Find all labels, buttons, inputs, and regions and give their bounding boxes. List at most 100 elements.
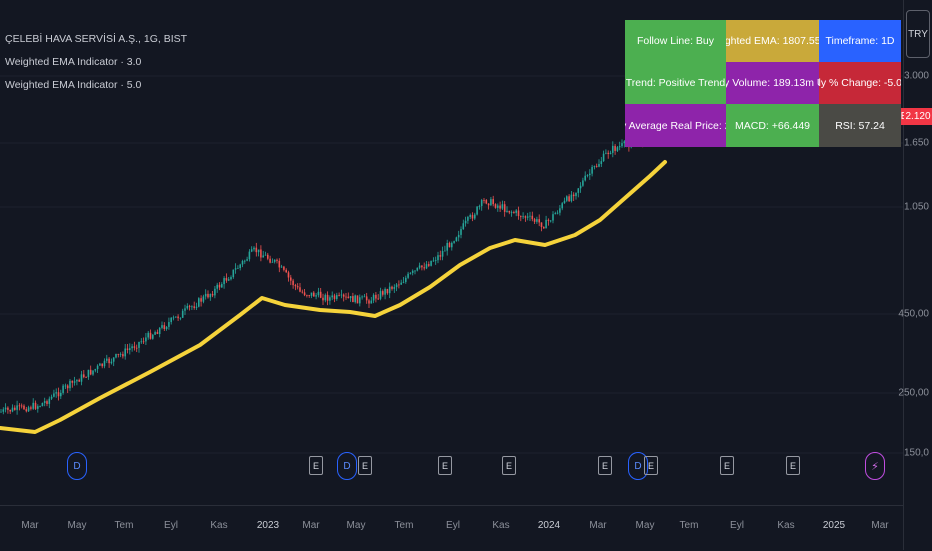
candle-body [517, 210, 520, 217]
candle-body [448, 242, 451, 248]
candle-body [101, 363, 103, 367]
candle-body [457, 234, 460, 238]
earnings-event-icon[interactable]: E [644, 456, 658, 475]
candle-body [492, 199, 494, 205]
time-label: Mar [871, 520, 889, 531]
candle-body [589, 173, 591, 176]
candle-body [138, 341, 140, 348]
indicator-dashboard: Follow Line: Buy Weighted EMA: 1807.5528… [625, 20, 901, 147]
dividend-event-icon[interactable]: D [67, 452, 87, 480]
candle-body [338, 295, 340, 296]
time-label: Tem [394, 520, 414, 531]
candle-body [186, 305, 189, 309]
candle-body [428, 264, 430, 266]
candle-body [432, 260, 435, 262]
candle-body [172, 317, 175, 319]
candle-body [623, 141, 626, 144]
earnings-event-icon[interactable]: E [786, 456, 800, 475]
indicator-legend-1[interactable]: Weighted EMA Indicator · 3.0 [5, 56, 142, 68]
candle-body [46, 401, 48, 404]
candle-body [336, 295, 338, 299]
candle-body [418, 265, 421, 268]
candle-body [214, 288, 216, 296]
candle-body [570, 194, 573, 202]
candle-body [154, 332, 156, 335]
candle-body [14, 407, 16, 410]
candle-body [577, 188, 580, 193]
earnings-event-icon[interactable]: E [720, 456, 734, 475]
candle-body [87, 369, 90, 378]
candle-body [106, 358, 108, 361]
candle-body [244, 260, 246, 262]
candle-body [612, 145, 614, 153]
candle-body [395, 284, 398, 288]
candle-body [503, 204, 506, 212]
candle-body [531, 215, 534, 220]
candle-body [142, 341, 145, 343]
candle-body [609, 152, 612, 154]
candle-body [368, 300, 370, 304]
candle-body [586, 175, 589, 176]
candle-body [301, 291, 304, 293]
candle-body [216, 284, 218, 289]
price-axis[interactable]: 3.000 1.650 1.050 450,00 250,00 150,0 [898, 0, 932, 550]
earnings-event-icon[interactable]: E [438, 456, 452, 475]
candle-body [20, 405, 23, 407]
candle-body [188, 305, 191, 307]
candle-body [69, 380, 71, 389]
candle-body [108, 358, 110, 364]
candle-body [248, 251, 251, 260]
candle-body [347, 296, 350, 299]
earnings-event-icon[interactable]: E [598, 456, 612, 475]
candle-body [117, 353, 120, 355]
candle-body [391, 286, 393, 289]
indicator-legend-2[interactable]: Weighted EMA Indicator · 5.0 [5, 79, 142, 91]
candle-body [64, 385, 67, 387]
symbol-title[interactable]: ÇELEBİ HAVA SERVİSİ A.Ş., 1G, BIST [5, 33, 188, 45]
candle-body [540, 222, 543, 228]
candle-body [257, 249, 260, 253]
candle-body [485, 200, 488, 204]
candle-body [198, 298, 200, 307]
candle-body [384, 288, 386, 295]
earnings-event-icon[interactable]: E [502, 456, 516, 475]
earnings-event-icon[interactable]: E [358, 456, 372, 475]
dashboard-cell-follow-line: Follow Line: Buy [625, 20, 726, 62]
candle-body [575, 192, 577, 197]
candle-body [290, 277, 292, 281]
candle-body [370, 300, 373, 304]
time-label: Tem [679, 520, 699, 531]
candle-body [16, 405, 18, 410]
time-label-year: 2023 [256, 520, 280, 531]
candle-body [4, 407, 7, 410]
earnings-event-icon[interactable]: E [309, 456, 323, 475]
candle-body [294, 285, 297, 287]
candle-body [480, 200, 483, 207]
candle-body [232, 269, 235, 278]
dividend-event-icon[interactable]: D [628, 452, 648, 480]
time-axis[interactable]: Mar May Tem Eyl Kas 2023 Mar May Tem Eyl… [0, 505, 903, 551]
time-label: Mar [589, 520, 607, 531]
time-label: Eyl [730, 520, 744, 531]
candle-body [444, 250, 446, 252]
candle-body [227, 279, 230, 281]
candle-body [85, 377, 87, 378]
candle-body [497, 205, 499, 208]
candle-body [163, 325, 166, 330]
dividend-event-icon[interactable]: D [337, 452, 357, 480]
candle-body [39, 406, 41, 407]
split-event-icon[interactable]: ⚡ [865, 452, 885, 480]
candle-body [582, 180, 584, 186]
candle-body [7, 407, 9, 410]
candle-body [455, 237, 458, 242]
candle-body [60, 392, 62, 397]
currency-button[interactable]: TRY [906, 10, 930, 58]
candle-body [499, 205, 501, 209]
candle-body [278, 260, 281, 268]
candle-body [508, 210, 511, 213]
time-label: Kas [210, 520, 228, 531]
candle-body [57, 392, 60, 397]
candle-body [616, 147, 619, 151]
candle-body [62, 385, 64, 393]
candle-body [209, 294, 212, 298]
